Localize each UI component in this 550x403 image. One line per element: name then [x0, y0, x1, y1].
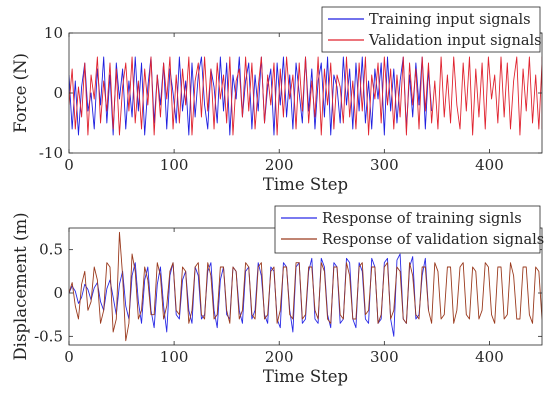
y-tick-label: 0.5 [39, 241, 63, 259]
x-tick-label: 200 [265, 348, 294, 366]
x-tick-label: 300 [370, 156, 399, 174]
x-tick-label: 0 [64, 156, 74, 174]
x-axis-label: Time Step [263, 175, 348, 194]
legend-label: Training input signals [369, 12, 531, 28]
legend-label: Response of validation signals [322, 232, 544, 248]
y-tick-label: 10 [44, 24, 63, 42]
y-axis-label: Displacement (m) [11, 212, 30, 360]
legend-label: Validation input signals [368, 33, 542, 49]
x-tick-label: 100 [160, 156, 189, 174]
legend-box [321, 6, 541, 53]
series-line-1 [69, 56, 433, 136]
x-tick-label: 400 [475, 348, 504, 366]
y-tick-label: 0 [53, 284, 63, 302]
x-tick-label: 300 [370, 348, 399, 366]
x-tick-label: 400 [475, 156, 504, 174]
legend-box [274, 205, 541, 254]
x-tick-label: 0 [64, 348, 74, 366]
x-tick-label: 200 [265, 156, 294, 174]
y-axis-label: Force (N) [11, 53, 30, 133]
x-tick-label: 100 [160, 348, 189, 366]
legend: Training input signals Validation input s… [321, 6, 542, 53]
legend: Response of training signls Response of v… [274, 205, 544, 254]
y-tick-label: -10 [39, 144, 63, 162]
y-tick-label: -0.5 [34, 327, 63, 345]
series-line-2 [69, 56, 542, 136]
legend-label: Response of training signls [322, 211, 522, 227]
y-tick-label: 0 [53, 84, 63, 102]
series-line-2 [69, 231, 542, 342]
x-axis-label: Time Step [263, 367, 348, 386]
